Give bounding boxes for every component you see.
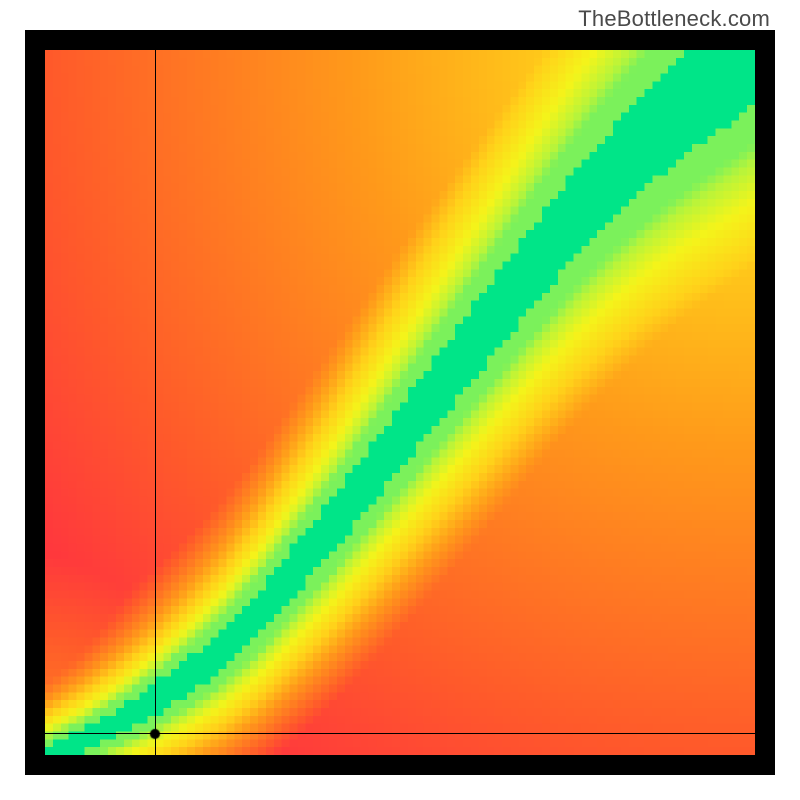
watermark-text: TheBottleneck.com: [578, 6, 770, 32]
crosshair-vertical: [155, 50, 156, 755]
crosshair-marker: [149, 728, 161, 740]
bottleneck-heatmap: [45, 50, 755, 755]
chart-container: TheBottleneck.com: [0, 0, 800, 800]
